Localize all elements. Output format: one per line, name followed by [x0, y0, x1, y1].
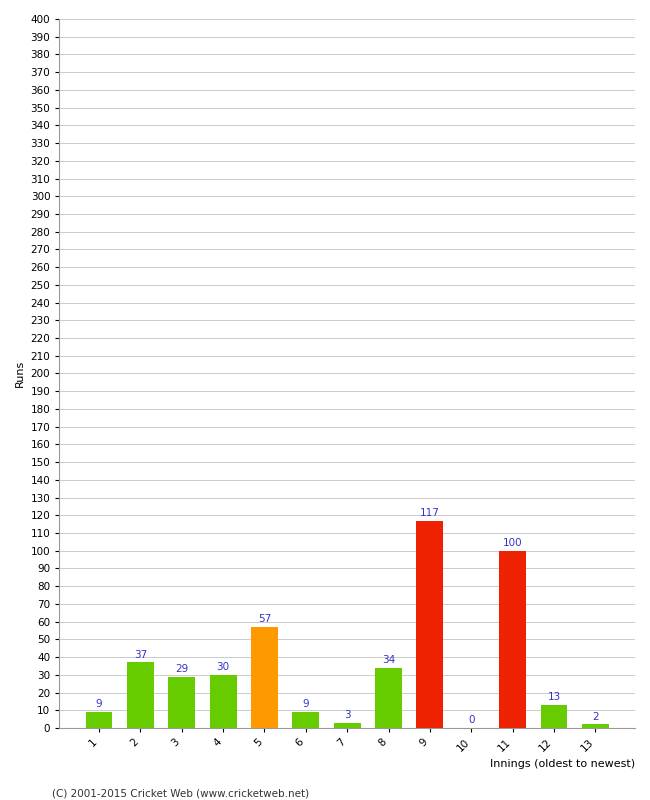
- Text: (C) 2001-2015 Cricket Web (www.cricketweb.net): (C) 2001-2015 Cricket Web (www.cricketwe…: [52, 788, 309, 798]
- Bar: [86, 712, 112, 728]
- Text: 29: 29: [175, 664, 188, 674]
- Bar: [127, 662, 154, 728]
- Text: 9: 9: [96, 699, 102, 710]
- Bar: [333, 722, 361, 728]
- Text: 37: 37: [134, 650, 147, 660]
- Bar: [541, 705, 567, 728]
- Bar: [499, 550, 526, 728]
- Bar: [417, 521, 443, 728]
- X-axis label: Innings (oldest to newest): Innings (oldest to newest): [490, 759, 635, 769]
- Bar: [251, 627, 278, 728]
- Text: 3: 3: [344, 710, 350, 720]
- Text: 57: 57: [258, 614, 271, 624]
- Text: 30: 30: [216, 662, 229, 672]
- Text: 100: 100: [503, 538, 523, 548]
- Y-axis label: Runs: Runs: [15, 360, 25, 387]
- Text: 13: 13: [547, 692, 561, 702]
- Text: 117: 117: [420, 508, 440, 518]
- Bar: [209, 675, 237, 728]
- Text: 2: 2: [592, 712, 599, 722]
- Bar: [292, 712, 319, 728]
- Text: 34: 34: [382, 655, 395, 665]
- Bar: [582, 725, 609, 728]
- Text: 0: 0: [468, 715, 474, 726]
- Bar: [375, 668, 402, 728]
- Bar: [168, 677, 195, 728]
- Text: 9: 9: [302, 699, 309, 710]
